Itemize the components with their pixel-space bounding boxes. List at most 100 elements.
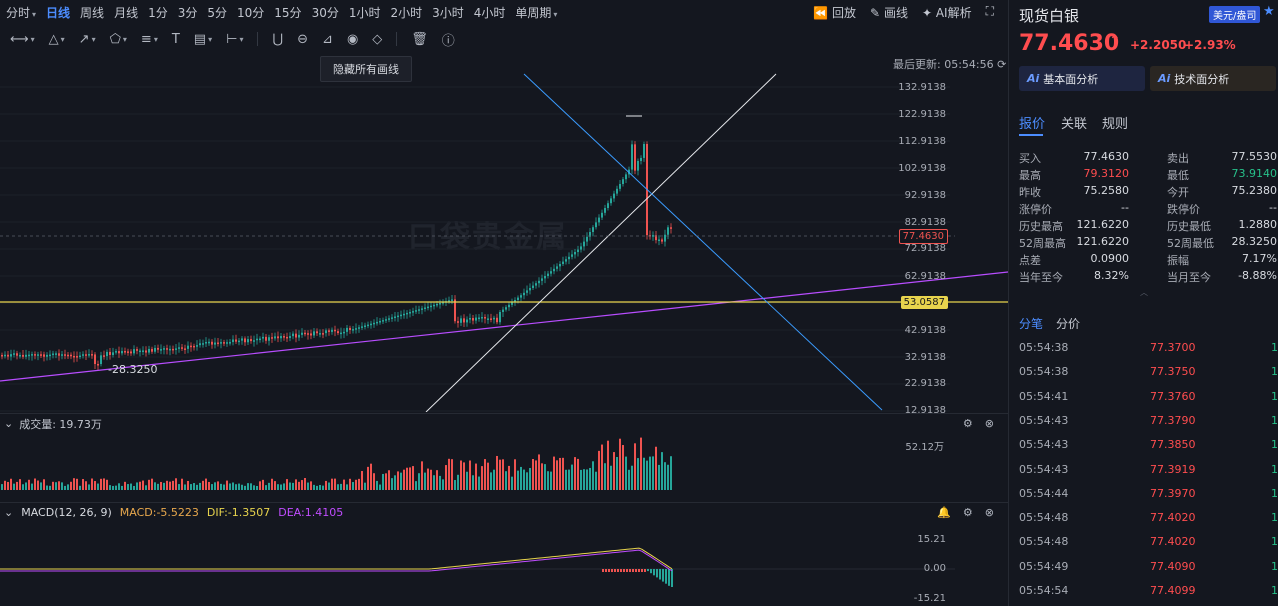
volume-bar	[172, 480, 174, 490]
fullscreen-icon[interactable]: ⛶	[985, 4, 994, 18]
tick-row: 05:54:41 77.3760 1	[1019, 390, 1278, 408]
trend-line-white	[425, 73, 777, 412]
bell-icon[interactable]: 🔔	[937, 506, 951, 519]
volume-bar	[76, 478, 78, 490]
volume-bar	[217, 481, 219, 490]
period-4[interactable]: 1分	[148, 5, 168, 20]
candle-body	[535, 283, 537, 286]
volume-bar	[109, 485, 111, 490]
eye-icon[interactable]: ◉	[346, 31, 359, 47]
magnet-icon[interactable]: ⋃	[272, 31, 284, 47]
candle-body	[481, 317, 483, 319]
last-price: 77.4630	[1019, 31, 1120, 56]
volume-bar	[148, 479, 150, 490]
period-3[interactable]: 月线	[114, 5, 139, 20]
shape-tool-icon[interactable]: ⬠ ▾	[109, 31, 127, 47]
volume-bar	[634, 443, 636, 490]
tab-0[interactable]: 报价	[1019, 117, 1046, 132]
collapse-icon[interactable]: ⌄	[4, 417, 14, 430]
price-axis-label: 132.9138	[898, 82, 946, 93]
eraser-icon[interactable]: ◇	[372, 31, 383, 47]
candle-body	[544, 276, 546, 279]
candle-body	[406, 312, 408, 315]
collapse-caret-icon[interactable]: ︿	[1140, 288, 1148, 297]
technical-analysis-button[interactable]: Ai 技术面分析	[1150, 66, 1276, 91]
close-icon[interactable]: ⊗	[984, 417, 994, 430]
line-tool-icon[interactable]: ⟷ ▾	[10, 31, 35, 47]
info-icon[interactable]: ⓘ	[441, 33, 455, 49]
price-axis-label: 92.9138	[904, 190, 946, 201]
arrow-tool-icon[interactable]: ↗ ▾	[78, 31, 96, 47]
volume-bar	[475, 463, 477, 490]
macd-chart[interactable]	[0, 522, 1008, 606]
settings-icon[interactable]: ⚙	[962, 506, 973, 519]
period-10[interactable]: 1小时	[348, 5, 381, 20]
close-icon[interactable]: ⊗	[984, 506, 994, 519]
volume-bar	[448, 458, 450, 490]
fundamental-analysis-button[interactable]: Ai 基本面分析	[1019, 66, 1145, 91]
unit-badge[interactable]: 美元/盎司	[1209, 6, 1261, 23]
text-tool-icon[interactable]: T	[171, 31, 180, 47]
quote-label: 52周最低	[1167, 237, 1214, 250]
volume-bar	[532, 458, 534, 490]
candle-body	[37, 354, 39, 356]
refresh-icon[interactable]: ⟳	[997, 58, 1007, 71]
period-12[interactable]: 3小时	[432, 5, 464, 20]
candle-body	[553, 268, 555, 272]
ai-analysis-button[interactable]: ✦ AI解析	[921, 6, 972, 20]
chart-edit-icon[interactable]: ⊿	[322, 31, 333, 47]
settings-icon[interactable]: ⚙	[962, 417, 973, 430]
volume-bar	[244, 485, 246, 490]
candle-body	[346, 327, 348, 332]
replay-button[interactable]: ⏪ 回放	[813, 6, 857, 20]
volume-bar	[544, 464, 546, 490]
period-6[interactable]: 5分	[207, 5, 227, 20]
period-2[interactable]: 周线	[80, 5, 105, 20]
label-tool-icon[interactable]: ▤ ▾	[193, 31, 213, 47]
candle-body	[280, 336, 282, 339]
volume-chart[interactable]	[0, 433, 1008, 501]
period-11[interactable]: 2小时	[390, 5, 423, 20]
trash-icon[interactable]: 🗑	[411, 31, 428, 47]
period-1[interactable]: 日线	[46, 5, 71, 20]
volume-bar	[556, 460, 558, 490]
tab-price-dist[interactable]: 分价	[1056, 317, 1081, 331]
tick-volume: 1	[1271, 584, 1278, 597]
period-9[interactable]: 30分	[311, 5, 339, 20]
candle-body	[124, 351, 126, 353]
period-7[interactable]: 10分	[237, 5, 265, 20]
candle-body	[187, 345, 189, 349]
period-5[interactable]: 3分	[177, 5, 198, 20]
quote-label: 最高	[1019, 169, 1041, 182]
price-axis-label: 102.9138	[898, 163, 946, 174]
tab-ticks[interactable]: 分笔	[1019, 317, 1044, 331]
candle-body	[319, 333, 321, 335]
candle-body	[316, 331, 318, 334]
volume-bar	[88, 484, 90, 490]
tick-time: 05:54:38	[1019, 365, 1069, 379]
candle-body	[79, 355, 81, 358]
collapse-icon[interactable]: ⌄	[4, 506, 14, 519]
measure-tool-icon[interactable]: ⊢ ▾	[226, 31, 244, 47]
quote-label: 历史最高	[1019, 220, 1063, 233]
volume-bar	[292, 482, 294, 490]
fib-tool-icon[interactable]: ≡ ▾	[140, 31, 158, 47]
period-13[interactable]: 4小时	[473, 5, 506, 20]
volume-bar	[664, 462, 666, 490]
period-14[interactable]: 单周期 ▾	[515, 5, 558, 20]
candle-body	[403, 313, 405, 316]
lock-drawing-icon[interactable]: ⊖	[297, 31, 309, 47]
candle-body	[298, 334, 300, 338]
period-8[interactable]: 15分	[274, 5, 302, 20]
tab-2[interactable]: 规则	[1102, 117, 1129, 132]
volume-bar	[367, 466, 369, 490]
draw-button[interactable]: ✎ 画线	[870, 6, 908, 20]
low-annotation: -28.3250	[108, 363, 158, 376]
tick-price: 77.3760	[1150, 389, 1196, 403]
candlestick-chart[interactable]	[0, 72, 1008, 412]
price-axis-label: 72.9138	[904, 243, 946, 254]
triangle-tool-icon[interactable]: △ ▾	[48, 31, 65, 47]
tab-1[interactable]: 关联	[1061, 117, 1088, 132]
star-icon[interactable]: ★	[1263, 4, 1275, 19]
period-0[interactable]: 分时 ▾	[6, 5, 37, 20]
